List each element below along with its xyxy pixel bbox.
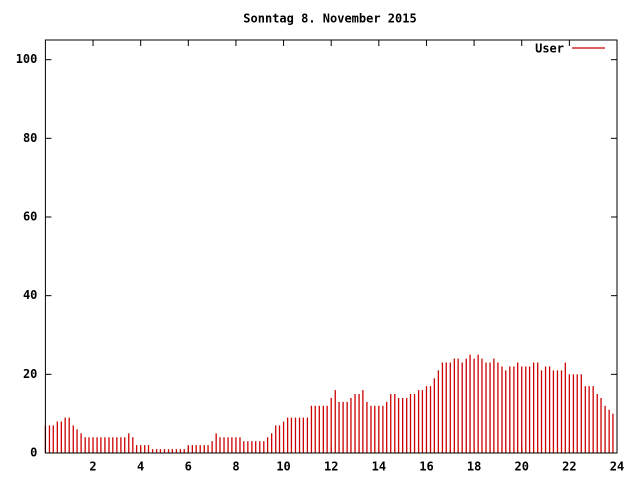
x-tick-label: 6 xyxy=(185,460,192,474)
y-tick-label: 20 xyxy=(23,367,37,381)
x-tick-label: 8 xyxy=(232,460,239,474)
x-tick-label: 22 xyxy=(562,460,576,474)
x-tick-label: 2 xyxy=(89,460,96,474)
x-tick-label: 12 xyxy=(324,460,338,474)
y-tick-label: 100 xyxy=(16,52,38,66)
x-tick-label: 14 xyxy=(372,460,386,474)
x-tick-label: 18 xyxy=(467,460,481,474)
chart-title: Sonntag 8. November 2015 xyxy=(243,12,416,26)
y-tick-label: 80 xyxy=(23,131,37,145)
x-tick-label: 10 xyxy=(276,460,290,474)
plot-frame xyxy=(44,39,618,454)
y-tick-label: 0 xyxy=(30,446,37,460)
x-tick-label: 20 xyxy=(515,460,529,474)
x-tick-label: 4 xyxy=(137,460,144,474)
x-tick-label: 16 xyxy=(419,460,433,474)
legend-label: User xyxy=(535,42,564,56)
y-tick-label: 60 xyxy=(23,210,37,224)
y-tick-label: 40 xyxy=(23,288,37,302)
x-tick-label: 24 xyxy=(610,460,624,474)
